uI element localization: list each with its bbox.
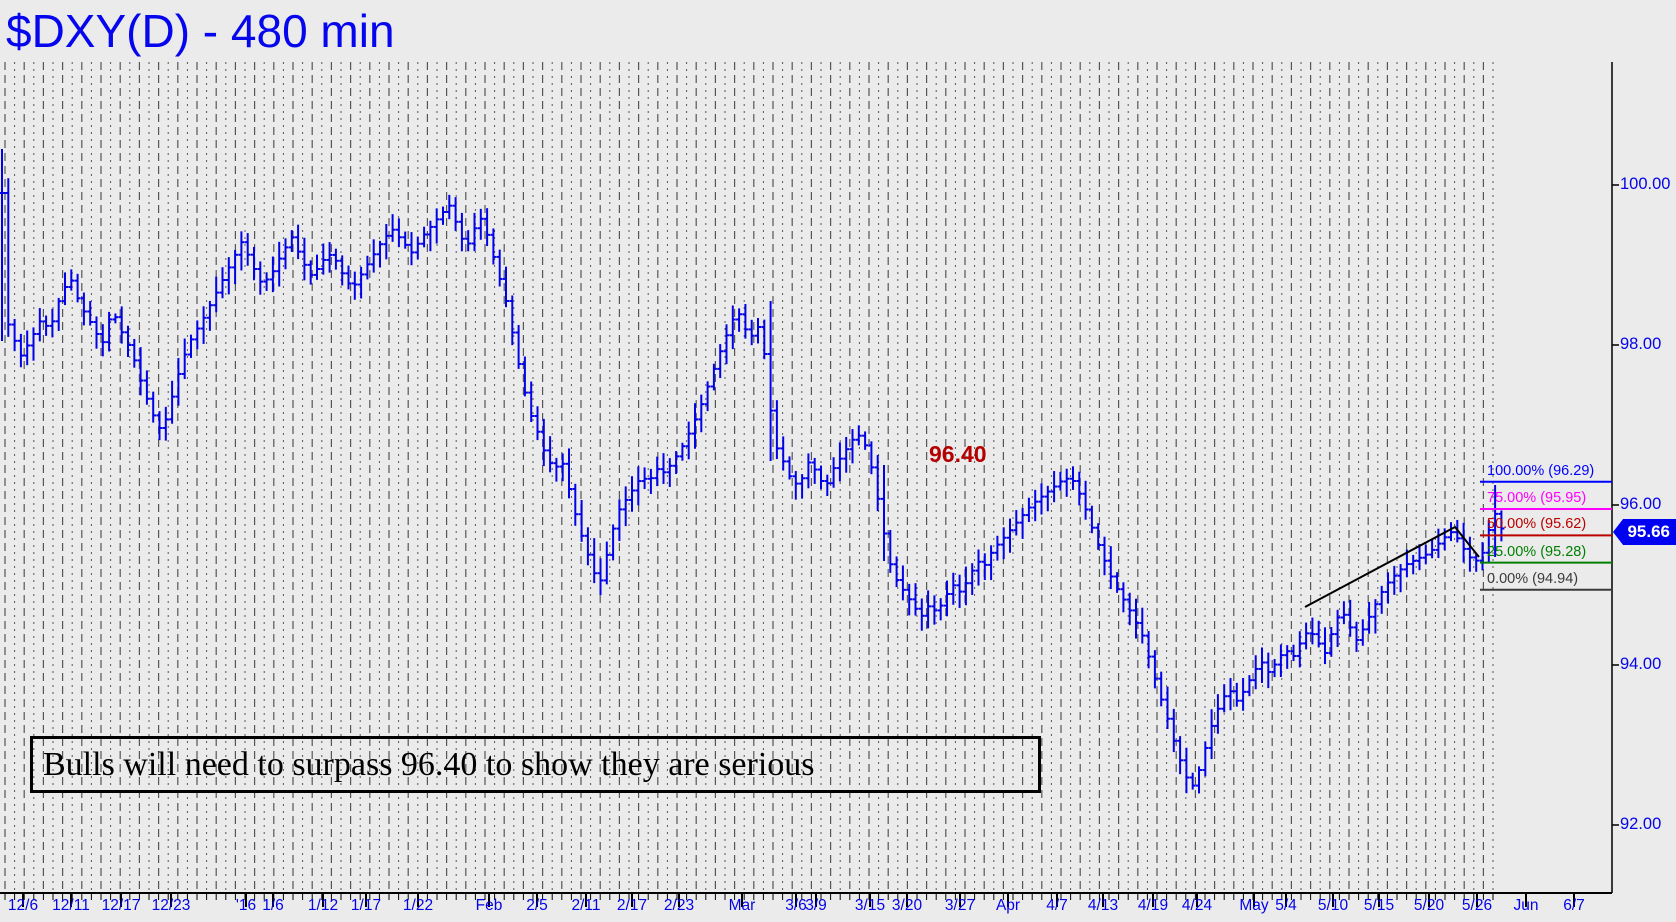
y-axis-label: 98.00 bbox=[1620, 335, 1662, 353]
y-axis-label: 94.00 bbox=[1620, 655, 1662, 673]
x-axis-label: 3/20 bbox=[891, 897, 923, 914]
x-axis-label: May bbox=[1239, 897, 1269, 914]
y-axis-label: 92.00 bbox=[1620, 815, 1662, 833]
last-price-tag: 95.66 bbox=[1613, 519, 1676, 545]
annotation-text-box: Bulls will need to surpass 96.40 to show… bbox=[30, 736, 1041, 793]
fib-level-label: 50.00% (95.62) bbox=[1487, 516, 1587, 533]
x-axis-label: 5/26 bbox=[1461, 897, 1493, 914]
x-axis-label: 12/6 bbox=[7, 897, 39, 914]
x-axis-label: 3/15 bbox=[854, 897, 886, 914]
fib-level-label: 100.00% (96.29) bbox=[1487, 462, 1595, 479]
x-axis-label: 1/6 bbox=[262, 897, 284, 914]
annotation-text: Bulls will need to surpass 96.40 to show… bbox=[43, 745, 815, 783]
x-axis-label: 2/11 bbox=[571, 897, 601, 914]
x-axis-label: 1/17 bbox=[350, 897, 382, 914]
price-bars bbox=[0, 149, 1505, 794]
peak-price-label: 96.40 bbox=[929, 441, 987, 467]
fib-level-label: 25.00% (95.28) bbox=[1487, 543, 1587, 560]
x-axis-label: 4/19 bbox=[1137, 897, 1169, 914]
x-axis-label: 5/15 bbox=[1363, 897, 1395, 914]
fib-level-label: 0.00% (94.94) bbox=[1487, 570, 1579, 587]
fib-level-label: 75.00% (95.95) bbox=[1487, 490, 1587, 506]
x-axis-label: 3/27 bbox=[944, 897, 976, 914]
x-axis-label: 4/24 bbox=[1181, 897, 1213, 914]
trendline bbox=[1304, 525, 1480, 608]
x-axis-label: 2/5 bbox=[526, 897, 548, 914]
x-axis-label: 6/7 bbox=[1563, 897, 1585, 914]
x-axis-label: 3/6 bbox=[785, 897, 807, 914]
x-axis-label: 1/22 bbox=[402, 897, 434, 914]
grid-lines bbox=[4, 62, 1494, 893]
x-axis-label: Feb bbox=[475, 897, 503, 914]
x-axis-label: Mar bbox=[728, 897, 756, 914]
axes bbox=[0, 62, 1619, 907]
y-axis-label: 96.00 bbox=[1620, 495, 1662, 513]
x-axis-label: 2/23 bbox=[663, 897, 695, 914]
chart-title: $DXY(D) - 480 min bbox=[6, 5, 395, 57]
y-axis-label: 100.00 bbox=[1620, 175, 1671, 193]
x-axis-label: 4/7 bbox=[1046, 897, 1068, 914]
x-axis-label: Apr bbox=[995, 897, 1021, 914]
fibonacci-levels bbox=[1480, 480, 1612, 591]
x-axis-label: 2/17 bbox=[616, 897, 648, 914]
x-axis-label: '16 bbox=[235, 897, 257, 914]
x-axis-label: 1/12 bbox=[307, 897, 339, 914]
x-axis-label: 5/20 bbox=[1413, 897, 1445, 914]
x-axis-label: 12/17 bbox=[101, 897, 141, 914]
x-axis-label: 5/4 bbox=[1275, 897, 1297, 914]
x-axis-label: 12/23 bbox=[151, 897, 191, 914]
x-axis-label: 12/11 bbox=[52, 897, 90, 914]
x-axis-label: Jun bbox=[1513, 897, 1539, 914]
x-axis-label: 3/9 bbox=[805, 897, 827, 914]
x-axis-label: 4/13 bbox=[1087, 897, 1119, 914]
x-axis-label: 5/10 bbox=[1317, 897, 1349, 914]
